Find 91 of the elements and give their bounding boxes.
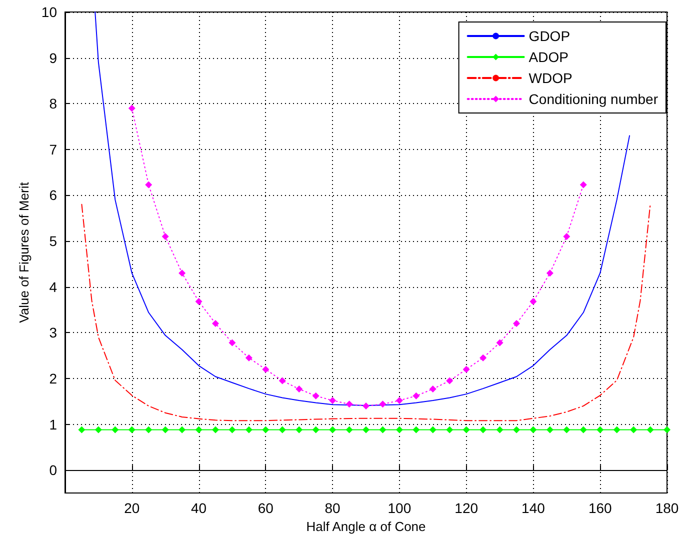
point	[646, 426, 654, 434]
point	[145, 426, 152, 434]
point	[462, 426, 470, 434]
y-tick-label: 7	[49, 141, 58, 158]
point	[312, 392, 320, 400]
point	[429, 426, 436, 434]
x-tick-label: 80	[324, 500, 341, 516]
point	[546, 270, 554, 277]
point	[480, 426, 487, 434]
legend-label: GDOP	[528, 28, 570, 44]
legend-label: ADOP	[528, 49, 568, 65]
point	[496, 426, 504, 434]
x-axis-title: Half Angle α of Cone	[306, 518, 426, 534]
point	[513, 426, 520, 434]
point	[496, 339, 504, 346]
point	[329, 426, 336, 434]
x-tick-label: 120	[454, 500, 478, 516]
point	[362, 426, 370, 434]
point	[446, 426, 454, 434]
legend-label: Conditioning number	[528, 91, 658, 107]
y-tick-label: 3	[49, 324, 58, 341]
x-tick-label: 40	[190, 500, 207, 516]
y-tick-label: 2	[49, 370, 58, 386]
point	[262, 366, 270, 373]
point	[212, 426, 219, 434]
point	[329, 396, 336, 404]
point	[563, 426, 570, 434]
x-tick-label: 100	[388, 500, 412, 516]
point	[664, 426, 670, 434]
point	[396, 396, 403, 404]
point	[228, 339, 236, 346]
point	[128, 104, 136, 112]
point	[245, 354, 252, 362]
line-series	[81, 204, 651, 422]
point	[78, 426, 86, 434]
point	[613, 426, 620, 434]
point	[530, 426, 537, 434]
y-tick-label: 10	[41, 4, 58, 20]
point	[178, 426, 186, 434]
point	[162, 426, 169, 434]
point	[145, 181, 152, 188]
point	[429, 386, 436, 393]
x-tick-label: 180	[655, 500, 679, 516]
point	[513, 320, 520, 328]
point	[195, 298, 202, 306]
y-tick-label: 0	[49, 462, 58, 478]
point	[630, 426, 638, 434]
point	[346, 400, 353, 408]
point	[412, 392, 420, 400]
y-tick-label: 9	[49, 50, 58, 66]
point	[362, 402, 370, 410]
point	[580, 426, 587, 434]
point	[128, 426, 136, 434]
point	[379, 400, 386, 408]
point	[296, 386, 303, 393]
x-tick-label: 20	[124, 500, 140, 516]
y-axis-title: Value of Figures of Merit	[16, 182, 32, 323]
point	[245, 426, 252, 434]
point	[212, 320, 219, 328]
point	[446, 377, 454, 384]
point	[596, 426, 604, 434]
point	[379, 426, 386, 434]
point	[228, 426, 236, 434]
point	[462, 366, 470, 373]
point	[195, 426, 202, 434]
point	[178, 270, 186, 277]
y-tick-label: 8	[49, 96, 58, 112]
point	[530, 298, 537, 306]
point	[278, 426, 286, 434]
x-tick-label: 60	[258, 500, 274, 516]
point	[278, 377, 286, 384]
x-tick-label: 160	[588, 500, 612, 516]
point	[546, 426, 554, 434]
point	[346, 426, 353, 434]
point	[296, 426, 303, 434]
point	[480, 354, 487, 362]
legend-label: WDOP	[528, 70, 572, 86]
x-tick-label: 140	[522, 500, 546, 516]
point	[580, 181, 587, 188]
y-tick-label: 5	[49, 233, 58, 250]
point	[162, 232, 169, 240]
point	[112, 426, 119, 434]
point	[563, 232, 570, 240]
point	[94, 426, 102, 434]
point	[312, 426, 320, 434]
y-tick-label: 6	[49, 187, 58, 204]
point	[396, 426, 403, 434]
point	[412, 426, 420, 434]
point	[262, 426, 270, 434]
y-tick-label: 4	[49, 278, 58, 295]
y-tick-label: 1	[49, 416, 58, 432]
